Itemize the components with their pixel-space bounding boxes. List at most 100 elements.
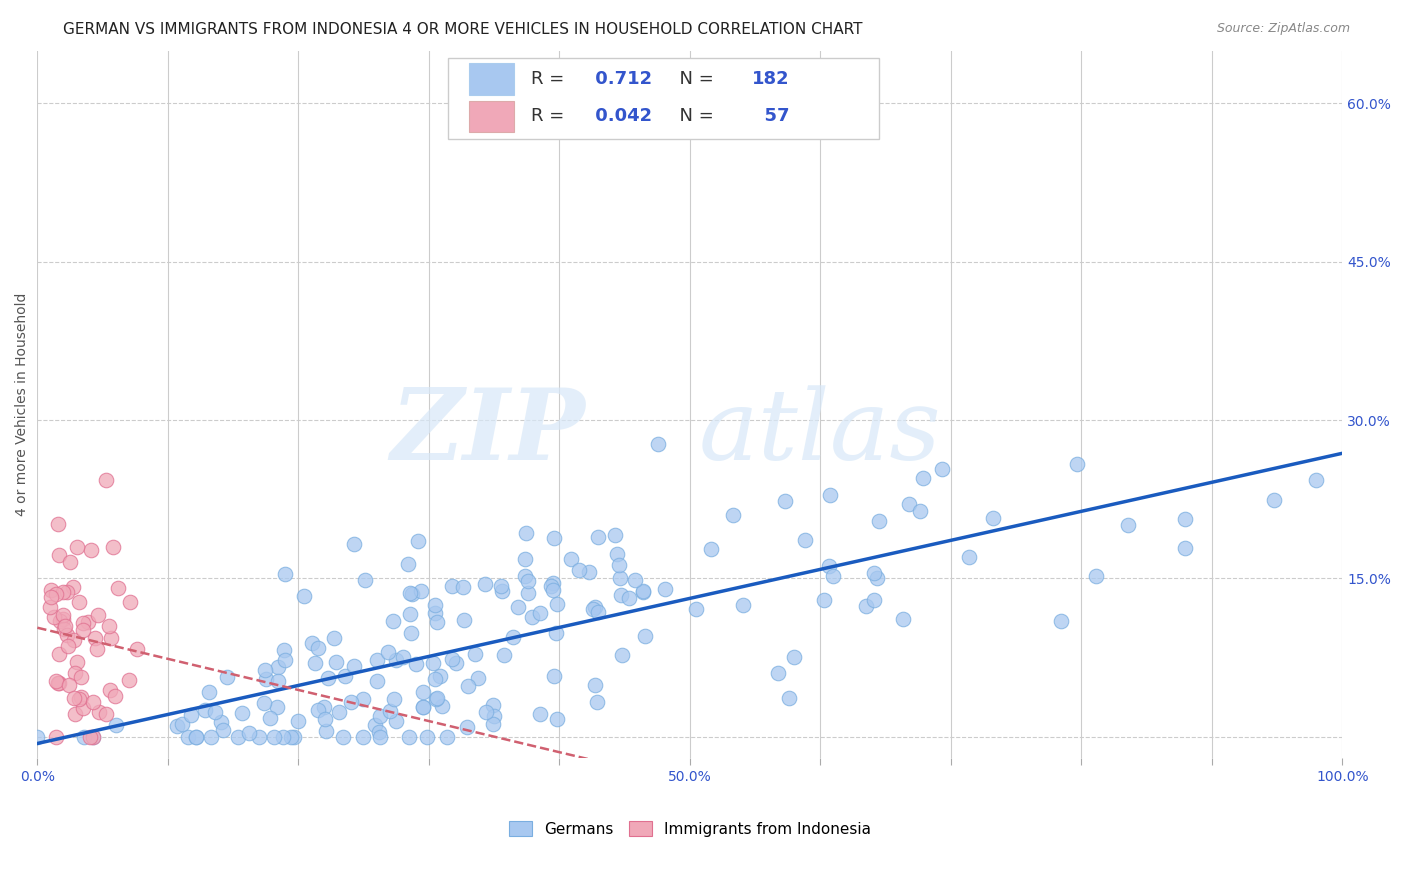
Point (543, 531, 565, 545)
Point (79, 730, 101, 744)
Point (862, 592, 884, 607)
Point (491, 584, 513, 599)
Point (49, 614, 72, 628)
Point (981, 511, 1004, 525)
Point (363, 718, 385, 732)
Point (855, 599, 877, 614)
Point (212, 723, 235, 738)
Point (80, 542, 103, 557)
Point (425, 692, 447, 706)
Text: R =: R = (530, 70, 569, 88)
Point (634, 629, 657, 643)
Point (647, 437, 669, 451)
Point (583, 599, 606, 614)
Point (453, 613, 475, 627)
Point (39, 600, 62, 615)
Point (82, 695, 104, 709)
Point (423, 606, 446, 620)
Point (53, 619, 76, 633)
Point (249, 730, 271, 744)
Point (69, 670, 91, 684)
Point (863, 566, 886, 580)
Point (385, 714, 408, 728)
Point (67, 691, 90, 706)
Point (263, 730, 285, 744)
Point (436, 730, 458, 744)
Point (52, 623, 75, 637)
Point (385, 653, 408, 667)
Point (52, 585, 75, 599)
Point (654, 582, 676, 596)
Point (65, 706, 87, 721)
Point (84, 632, 107, 646)
Point (911, 471, 934, 485)
Point (45, 587, 67, 601)
Point (194, 703, 217, 717)
Point (560, 552, 582, 566)
Point (1173, 512, 1195, 526)
Point (412, 699, 434, 714)
Point (69, 690, 91, 705)
Text: 0.712: 0.712 (589, 70, 652, 88)
Point (766, 666, 789, 681)
Point (866, 571, 889, 585)
Point (823, 568, 845, 582)
Point (209, 714, 232, 729)
Point (52, 612, 75, 626)
Point (586, 694, 609, 708)
Point (411, 584, 433, 599)
Point (631, 583, 654, 598)
Point (464, 647, 486, 661)
Point (456, 720, 478, 734)
Point (366, 653, 388, 667)
Point (274, 567, 297, 582)
Point (287, 714, 309, 729)
Point (58, 678, 80, 692)
Point (624, 573, 647, 587)
Point (215, 670, 238, 684)
Point (520, 610, 543, 624)
Point (48, 647, 70, 661)
Point (273, 643, 295, 657)
Point (398, 730, 420, 744)
Point (172, 716, 194, 731)
Point (368, 724, 391, 739)
Point (343, 659, 366, 673)
Point (280, 730, 302, 744)
Point (605, 527, 627, 541)
Point (200, 730, 222, 744)
Point (685, 602, 707, 616)
Point (425, 599, 447, 613)
Point (416, 730, 439, 744)
Point (783, 649, 806, 664)
Point (868, 514, 890, 528)
Point (568, 563, 591, 577)
Point (368, 708, 391, 723)
Point (27, 730, 49, 744)
Point (401, 586, 423, 600)
Point (266, 700, 288, 714)
Point (399, 626, 422, 640)
Point (502, 630, 524, 644)
Point (66, 656, 89, 670)
Point (475, 705, 498, 719)
Point (422, 656, 444, 670)
Point (399, 585, 422, 599)
Point (430, 698, 453, 713)
Point (588, 530, 610, 544)
Point (931, 462, 953, 476)
Point (322, 631, 344, 645)
Point (82, 730, 104, 744)
Text: N =: N = (668, 70, 718, 88)
Point (72, 701, 94, 715)
Point (125, 641, 148, 656)
Point (406, 533, 429, 548)
Point (897, 497, 920, 511)
FancyBboxPatch shape (470, 101, 513, 132)
Point (184, 730, 207, 744)
Point (609, 571, 631, 585)
Text: 0.042: 0.042 (589, 107, 652, 126)
Point (818, 488, 841, 502)
Point (412, 684, 434, 698)
Point (254, 672, 277, 686)
